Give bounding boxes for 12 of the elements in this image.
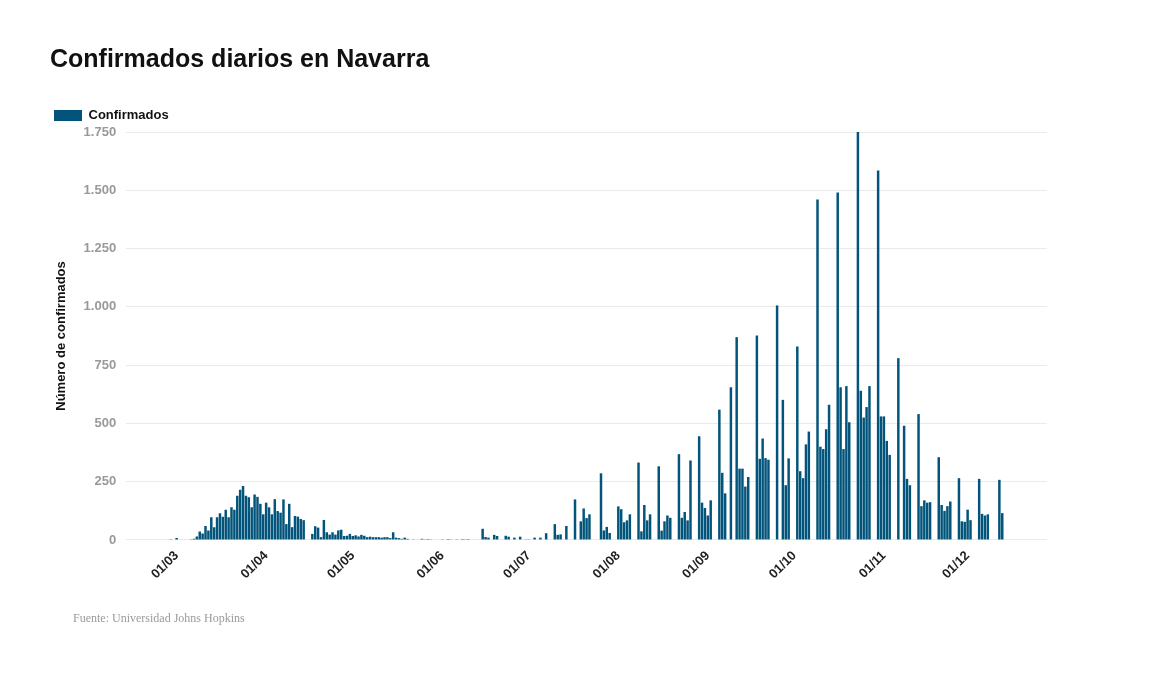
y-axis-title: Número de confirmados xyxy=(53,261,69,411)
y-tick-label: 500 xyxy=(94,414,117,430)
legend-label: Confirmados xyxy=(88,107,169,123)
y-tick-label: 250 xyxy=(94,473,117,489)
y-tick-label: 1.000 xyxy=(83,298,117,314)
y-tick-label: 1.500 xyxy=(83,181,117,197)
y-tick-label: 0 xyxy=(108,531,117,547)
y-tick-label: 1.250 xyxy=(83,240,117,256)
chart-title: Confirmados diarios en Navarra xyxy=(50,43,431,72)
y-tick-label: 750 xyxy=(94,356,117,372)
source-note: Fuente: Universidad Johns Hopkins xyxy=(73,611,245,626)
y-tick-label: 1.750 xyxy=(83,123,117,139)
